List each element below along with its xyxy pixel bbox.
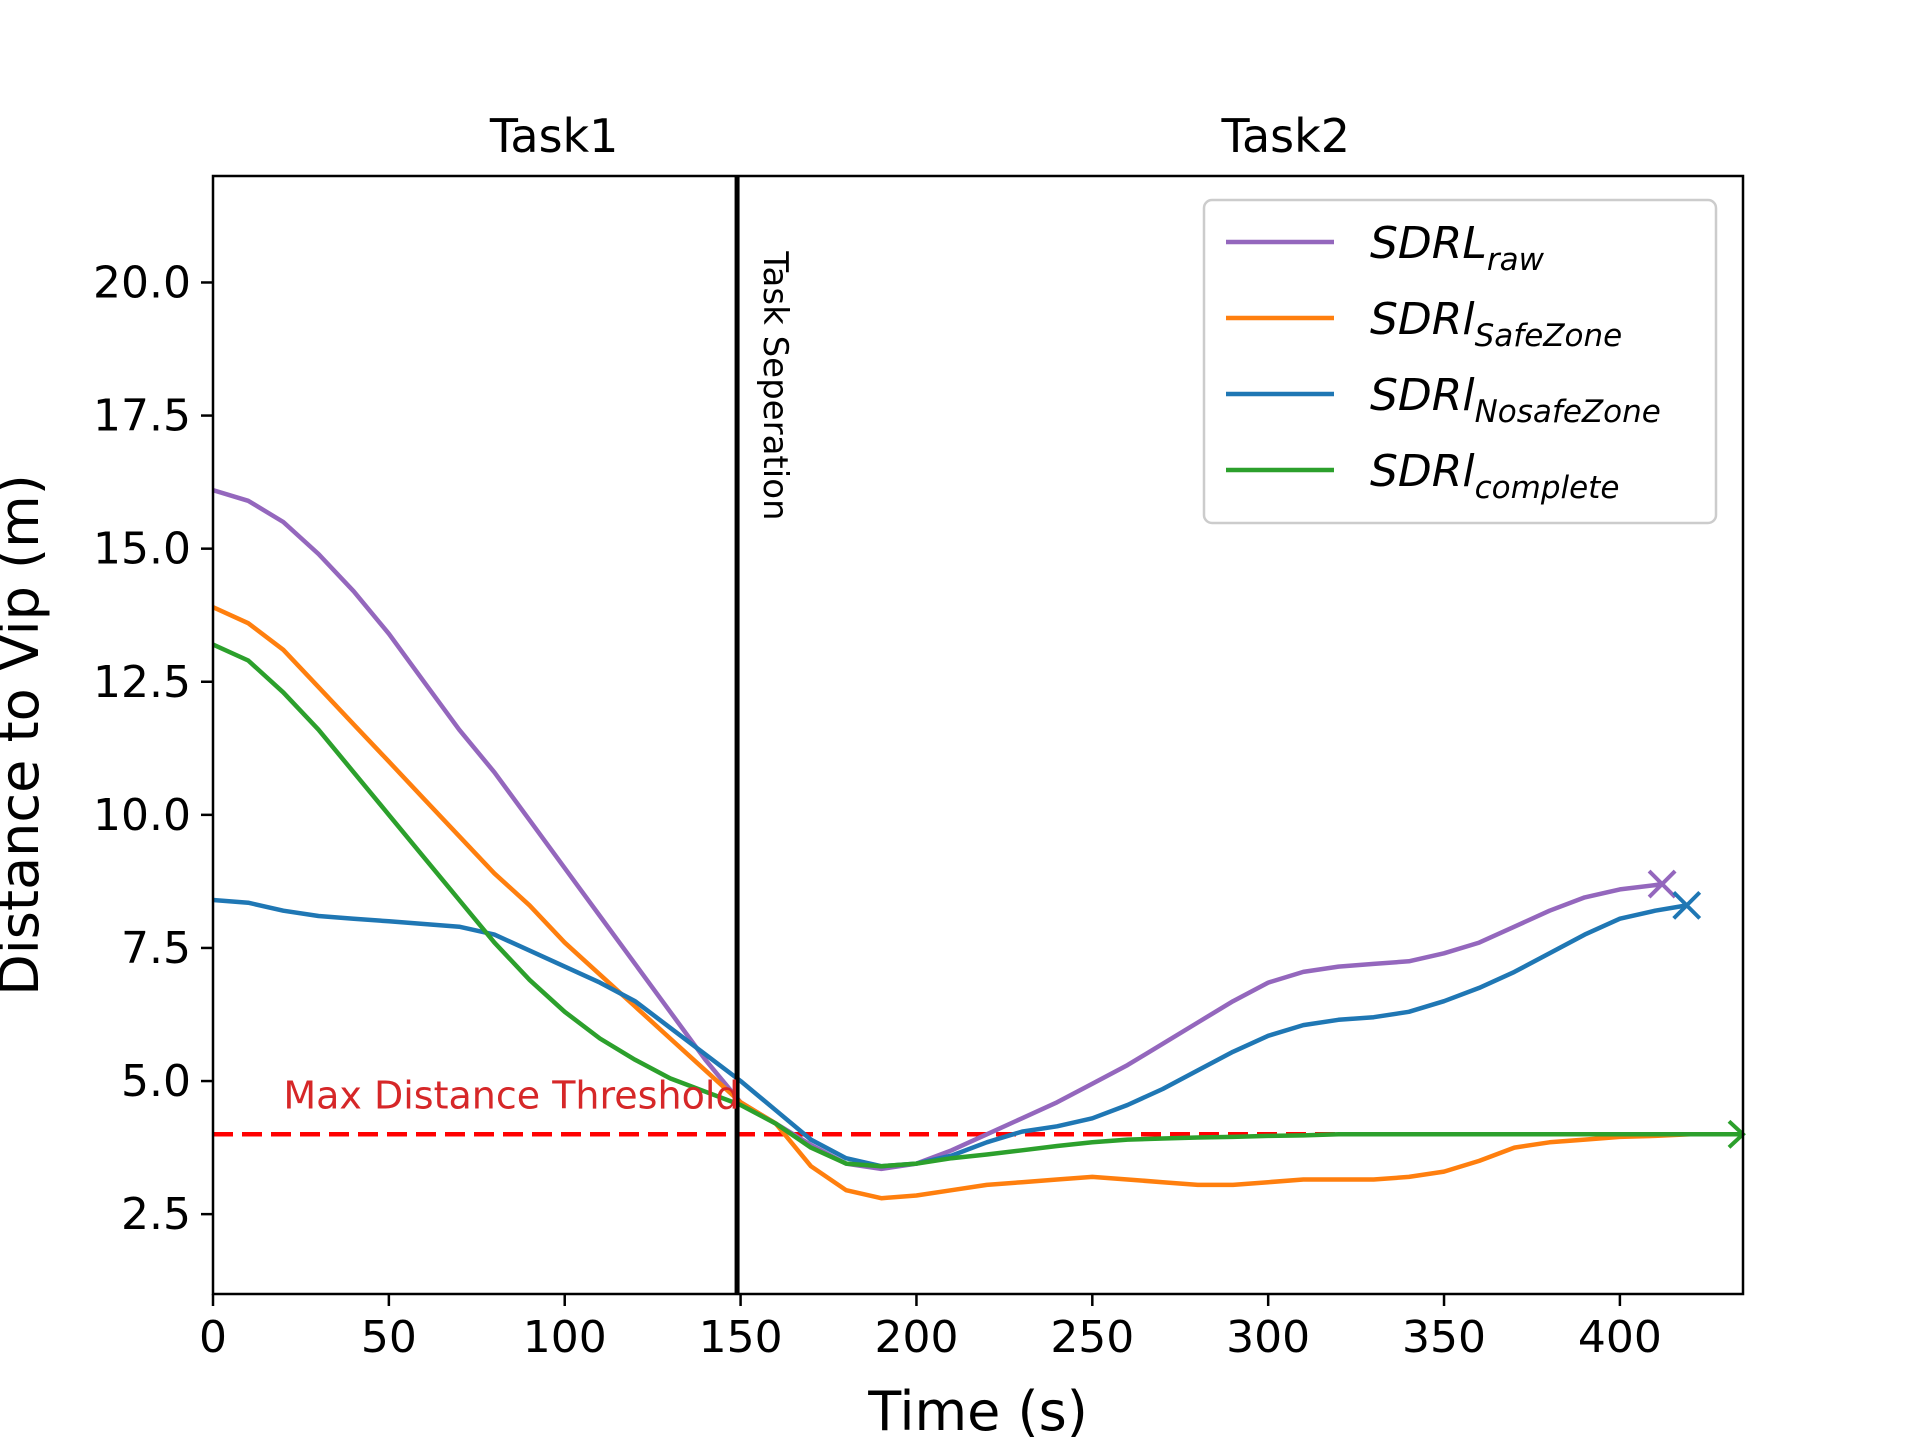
series-layer (213, 487, 1743, 1201)
series-line-nosafezone (213, 897, 1689, 1169)
y-tick-label: 12.5 (93, 657, 191, 708)
plot-frame (211, 174, 1745, 1296)
y-tick-label: 15.0 (93, 524, 191, 575)
end-marker-nosafezone (1672, 890, 1702, 920)
y-tick-label: 2.5 (121, 1189, 191, 1240)
legend-item: SDRlSafeZone (1226, 294, 1622, 354)
y-tick-label: 10.0 (93, 790, 191, 841)
legend-label: SDRlNosafeZone (1370, 370, 1661, 430)
x-axis-title: Time (s) (867, 1380, 1088, 1440)
series-line-raw (213, 487, 1665, 1172)
task-labels: Task1 Task2 (489, 109, 1350, 163)
y-tick-label: 20.0 (93, 257, 191, 308)
x-tick-label: 100 (523, 1312, 607, 1363)
y-axis: 2.5 5.0 7.5 10.0 12.5 15.0 17.5 20.0 (93, 257, 213, 1240)
end-marker-raw (1647, 869, 1677, 899)
x-tick-label: 0 (199, 1312, 227, 1363)
legend: SDRLraw SDRlSafeZone SDRlNosafeZone SDRlcom… (1202, 198, 1718, 525)
x-axis: 0 50 100 150 200 250 300 350 400 (199, 1294, 1662, 1363)
series-line-complete (213, 642, 1743, 1169)
x-tick-label: 200 (874, 1312, 958, 1363)
series-line-safezone (213, 604, 1743, 1201)
x-tick-label: 50 (361, 1312, 417, 1363)
legend-items: SDRLraw SDRlSafeZone SDRlNosafeZone SDRlcom… (1226, 218, 1661, 506)
y-tick-label: 7.5 (121, 923, 191, 974)
x-tick-label: 250 (1050, 1312, 1134, 1363)
legend-label: SDRlSafeZone (1370, 294, 1622, 354)
task-separator-label: Task Seperation (755, 250, 795, 520)
y-tick-label: 17.5 (93, 391, 191, 442)
x-tick-label: 350 (1402, 1312, 1486, 1363)
threshold-label: Max Distance Threshold (283, 1073, 739, 1117)
y-tick-label: 5.0 (121, 1056, 191, 1107)
legend-label: SDRlcomplete (1370, 446, 1619, 506)
legend-item: SDRlNosafeZone (1226, 370, 1661, 430)
x-tick-label: 150 (699, 1312, 783, 1363)
legend-item: SDRlcomplete (1226, 446, 1619, 506)
x-tick-label: 300 (1226, 1312, 1310, 1363)
x-tick-label: 400 (1578, 1312, 1662, 1363)
legend-label: SDRLraw (1370, 218, 1545, 278)
task-label: Task2 (1220, 109, 1350, 163)
legend-item: SDRLraw (1226, 218, 1545, 278)
task-label: Task1 (489, 109, 619, 163)
y-axis-title: Distance to Vip (m) (0, 474, 51, 996)
legend-box (1202, 198, 1718, 525)
